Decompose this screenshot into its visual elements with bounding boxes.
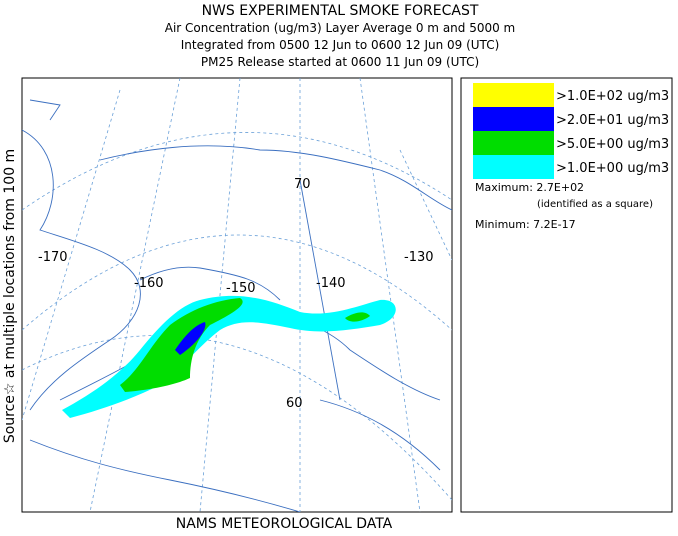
map-frame [21, 77, 453, 513]
legend-swatch [473, 131, 554, 155]
header-line: PM25 Release started at 0600 11 Jun 09 (… [201, 55, 479, 69]
legend-swatch [473, 83, 554, 107]
legend-label: >5.0E+00 ug/m3 [556, 137, 669, 152]
legend-minimum: Minimum: 7.2E-17 [475, 218, 576, 231]
header-line: Air Concentration (ug/m3) Layer Average … [165, 21, 516, 35]
legend-maximum-note: (identified as a square) [537, 199, 653, 210]
legend-swatch [473, 107, 554, 131]
map-label: 70 [294, 177, 311, 192]
legend-label: >1.0E+02 ug/m3 [556, 89, 669, 104]
map-label: -140 [316, 276, 346, 291]
legend-maximum: Maximum: 2.7E+02 [475, 181, 584, 194]
title: NWS EXPERIMENTAL SMOKE FORECAST [202, 3, 479, 19]
header-line: Integrated from 0500 12 Jun to 0600 12 J… [181, 38, 500, 52]
footer: NAMS METEOROLOGICAL DATA [176, 516, 393, 532]
legend-swatch [473, 155, 554, 179]
map-label: 60 [286, 396, 303, 411]
map-label: -160 [134, 276, 164, 291]
map-label: -130 [404, 250, 434, 265]
smoke-plume [62, 295, 396, 418]
legend-label: >1.0E+00 ug/m3 [556, 161, 669, 176]
side-label: Source☆ at multiple locations from 100 m [2, 149, 18, 443]
map-label: -170 [38, 250, 68, 265]
map-label: -150 [226, 281, 256, 296]
graticule [22, 78, 452, 512]
map [21, 77, 453, 513]
legend-label: >2.0E+01 ug/m3 [556, 113, 669, 128]
